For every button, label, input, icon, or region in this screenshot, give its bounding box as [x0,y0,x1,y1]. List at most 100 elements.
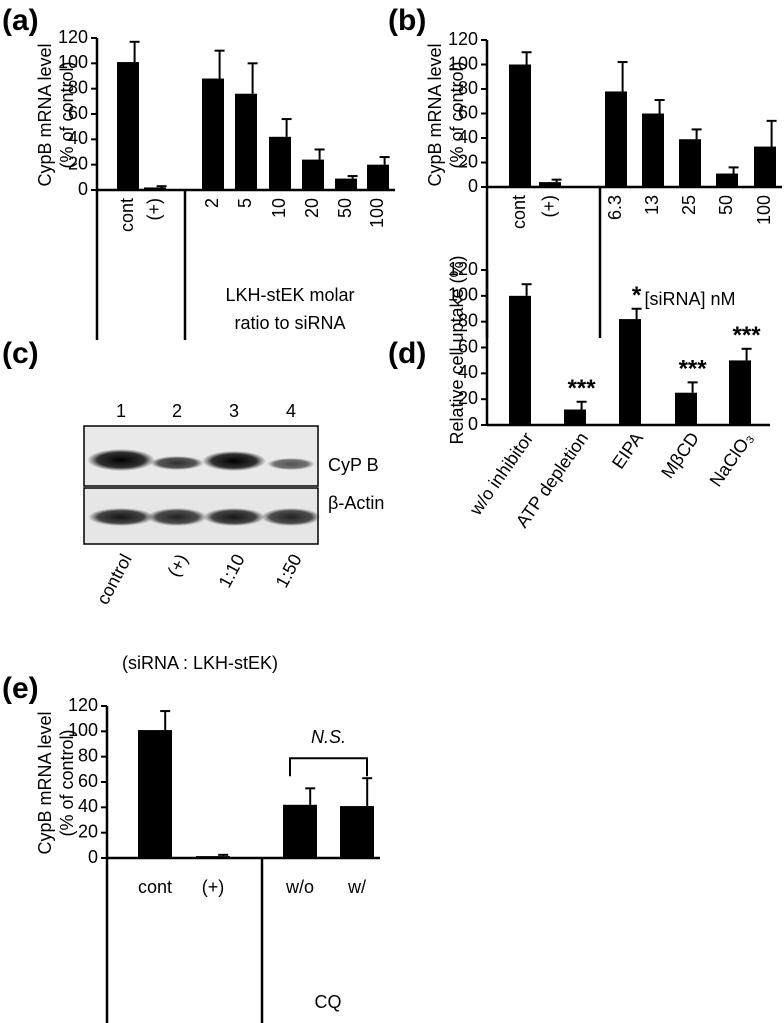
x-tick-label: 10 [269,198,289,218]
y-tick-label: 60 [78,771,98,791]
band [267,458,315,470]
annotation: *** [568,375,597,402]
y-axis-label: CypB mRNA level [35,43,55,186]
bar [605,91,627,187]
annotation: *** [733,322,762,349]
group-label: CQ [315,992,342,1012]
bar [509,295,531,425]
band [150,456,204,470]
annotation: * [632,282,642,309]
y-tick-label: 120 [448,259,478,279]
bar [117,62,139,190]
group-label: [siRNA] nM [644,289,735,309]
y-tick-label: 120 [448,29,478,49]
condition-label: 1:10 [215,551,249,591]
bracket [289,757,368,777]
bar [196,856,230,858]
bar [564,409,586,425]
band [261,508,321,526]
panel-letter: (c) [2,337,39,370]
panel-letter: (e) [2,672,39,705]
bar [539,182,561,187]
bar [235,93,257,190]
y-tick-label: 100 [448,285,478,305]
annotation: *** [679,356,708,383]
x-tick-label: 20 [302,198,322,218]
bar [283,804,317,858]
y-axis-label: (% of control) [57,729,77,836]
bar [754,146,776,187]
x-tick-label: 100 [754,195,774,225]
y-tick-label: 80 [68,77,88,97]
bar [302,159,324,190]
band [88,508,154,526]
group-label: ratio to siRNA [234,313,345,333]
y-axis-label: (% of control) [57,61,77,168]
bar [642,113,664,187]
group-label: LKH-stEK molar [225,285,354,305]
y-tick-label: 40 [68,128,88,148]
y-tick-label: 20 [78,821,98,841]
y-axis-label: (% of control) [447,61,467,168]
y-axis-label: CypB mRNA level [425,43,445,186]
y-tick-label: 0 [468,414,478,434]
x-tick-label: 100 [367,198,387,228]
lane-number: 4 [286,401,296,421]
bracket-label: N.S. [311,727,346,747]
bar [675,392,697,425]
y-tick-label: 60 [458,102,478,122]
bar [729,360,751,425]
y-tick-label: 100 [58,52,88,72]
x-tick-label: w/ [347,877,366,897]
y-tick-label: 0 [88,847,98,867]
y-axis-label: CypB mRNA level [35,711,55,854]
y-tick-label: 40 [78,796,98,816]
bar [716,173,738,187]
band [202,451,266,471]
panel-letter: (b) [388,4,426,37]
blot: 1 2 3 4 CyP B β-Actin control (+) 1:10 1… [83,401,384,673]
y-tick-label: 0 [468,176,478,196]
condition-label: control [93,551,136,608]
y-tick-label: 40 [458,127,478,147]
y-tick-label: 120 [58,27,88,47]
x-tick-label: w/o [285,877,314,897]
y-tick-label: 80 [458,78,478,98]
bar [202,78,224,190]
band [203,508,265,526]
band-label: β-Actin [328,493,384,513]
x-tick-label: 5 [235,198,255,208]
x-tick-label: (+) [202,877,225,897]
x-tick-label: EIPA [608,429,647,473]
bar [619,319,641,425]
panel-letter: (a) [2,4,39,37]
y-tick-label: 60 [458,336,478,356]
lane-number: 2 [172,401,182,421]
bar [509,64,531,187]
y-tick-label: 20 [68,153,88,173]
y-tick-label: 120 [68,695,98,715]
band [87,449,155,471]
x-tick-label: 50 [335,198,355,218]
condition-label: 1:50 [272,551,306,591]
x-tick-label: cont [138,877,172,897]
x-tick-label: (+) [144,198,164,221]
bar [679,139,701,187]
x-tick-label: NaClO₃ [706,429,758,491]
bar [340,806,374,858]
lane-number: 3 [229,401,239,421]
y-tick-label: 40 [458,362,478,382]
x-tick-label: (+) [539,195,559,218]
panel-letter: (d) [388,337,426,370]
y-tick-label: 100 [68,720,98,740]
y-tick-label: 0 [78,179,88,199]
x-tick-label: 6.3 [605,195,625,220]
y-axis-label: Relative cell uptake (%) [447,255,467,444]
x-tick-label: cont [117,198,137,232]
band-label: CyP B [328,455,379,475]
y-tick-label: 20 [458,151,478,171]
lane-number: 1 [116,401,126,421]
bar [144,187,166,190]
x-tick-label: MβCD [657,429,703,483]
x-tick-label: 13 [642,195,662,215]
